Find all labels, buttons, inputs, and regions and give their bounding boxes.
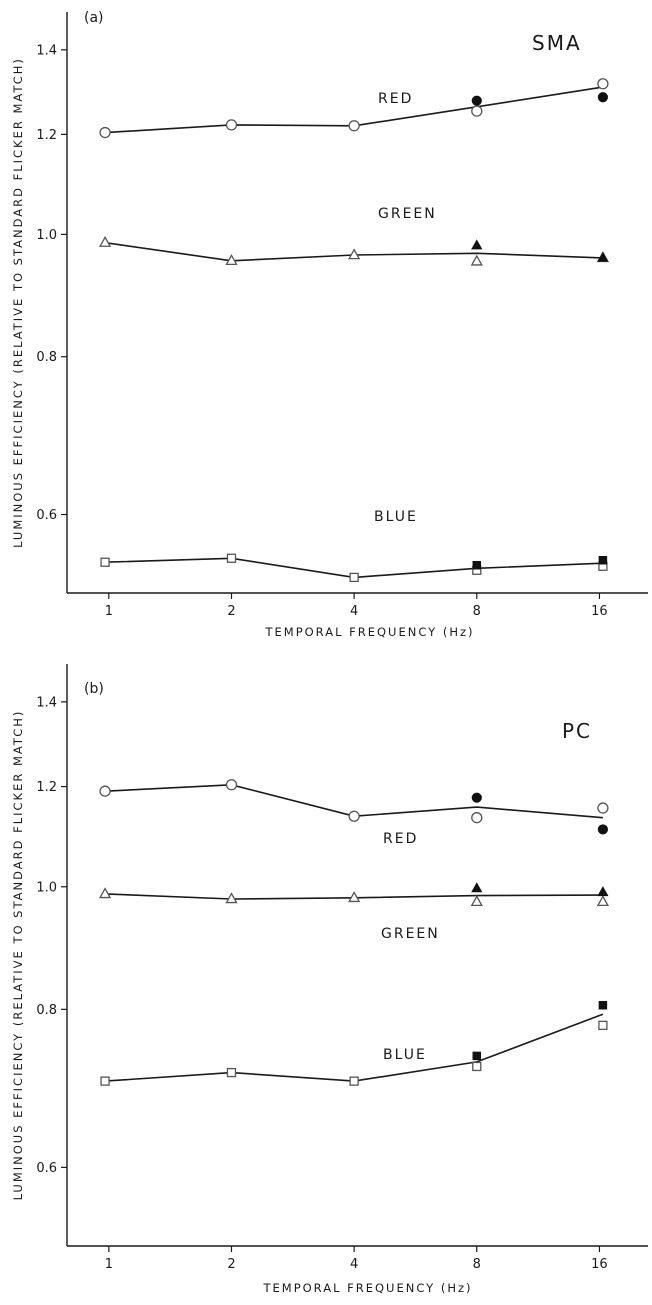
data-point-open-blue	[349, 1076, 359, 1086]
panel-label: (a)	[84, 10, 104, 26]
x-tick-label: 16	[591, 604, 608, 619]
y-tick-label: 0.6	[36, 1161, 57, 1176]
y-tick-label: 0.6	[36, 508, 57, 523]
x-tick-label: 4	[350, 1257, 358, 1272]
data-point-open-red	[225, 119, 238, 131]
data-point-filled-green	[597, 886, 609, 897]
x-tick-label: 1	[105, 1257, 113, 1272]
data-point-open-blue	[100, 1076, 110, 1086]
data-point-filled-red	[471, 792, 482, 803]
y-tick-label: 1.2	[36, 780, 57, 795]
x-tick-label: 4	[350, 604, 358, 619]
subject-label: PC	[562, 719, 592, 743]
data-point-filled-red	[597, 824, 608, 835]
x-tick-label: 8	[473, 1257, 481, 1272]
data-point-open-green	[225, 254, 238, 266]
data-point-filled-blue	[598, 1000, 608, 1010]
data-point-open-blue	[472, 1061, 482, 1072]
series-blue: BLUE	[100, 1000, 608, 1086]
series-green: GREEN	[98, 882, 610, 942]
data-point-open-green	[348, 891, 361, 903]
y-tick-label: 1.4	[36, 695, 57, 710]
x-tick-label: 16	[591, 1257, 608, 1272]
x-axis-title: TEMPORAL FREQUENCY (Hz)	[264, 625, 474, 639]
data-point-open-red	[99, 785, 111, 797]
series-label-red: RED	[378, 91, 413, 107]
series-label-green: GREEN	[378, 206, 437, 222]
series-label-blue: BLUE	[374, 509, 418, 525]
y-tick-label: 1.0	[36, 880, 57, 895]
data-point-filled-red	[471, 95, 482, 106]
data-point-open-red	[471, 105, 483, 117]
series-label-green: GREEN	[381, 926, 440, 942]
y-axis-title: LUMINOUS EFFICIENCY (RELATIVE TO STANDAR…	[11, 57, 25, 548]
series-label-red: RED	[383, 831, 418, 847]
data-point-open-red	[348, 120, 360, 132]
series-blue: BLUE	[100, 509, 608, 583]
chart-panel-a: 0.6 0.8 1.0 1.2 1.4 1 2 4 8 16 TEMPORAL FREQUENCY …	[11, 10, 648, 639]
y-tick-label: 1.4	[36, 43, 57, 58]
series-green: GREEN	[98, 206, 610, 266]
series-red: RED	[99, 78, 609, 139]
data-point-open-green	[98, 235, 112, 247]
data-point-open-red	[99, 126, 111, 139]
data-point-open-green	[225, 892, 238, 904]
series-line-blue	[105, 1013, 604, 1082]
data-point-open-red	[597, 78, 609, 90]
data-point-open-red	[225, 779, 238, 791]
data-point-open-red	[597, 802, 609, 814]
y-tick-label: 0.8	[36, 1003, 57, 1018]
x-tick-label: 8	[473, 604, 481, 619]
y-axis-title: LUMINOUS EFFICIENCY (RELATIVE TO STANDAR…	[11, 710, 25, 1201]
x-tick-label: 2	[227, 1257, 235, 1272]
data-point-filled-blue	[598, 555, 608, 565]
series-red: RED	[99, 779, 609, 847]
panel-label: (b)	[84, 681, 104, 697]
data-point-open-blue	[226, 1067, 237, 1078]
data-point-open-blue	[100, 557, 110, 567]
data-point-open-blue	[598, 1020, 608, 1031]
series-label-blue: BLUE	[383, 1047, 427, 1063]
data-point-open-red	[471, 812, 483, 824]
data-point-filled-red	[597, 92, 608, 103]
y-tick-label: 0.8	[36, 350, 57, 365]
subject-label: SMA	[532, 31, 582, 55]
x-axis-title: TEMPORAL FREQUENCY (Hz)	[262, 1281, 472, 1295]
y-tick-label: 1.0	[36, 228, 57, 243]
data-point-filled-green	[471, 239, 483, 250]
data-point-filled-blue	[472, 560, 482, 570]
data-point-open-green	[348, 248, 361, 260]
x-tick-label: 2	[227, 604, 235, 619]
data-point-filled-green	[597, 251, 609, 262]
data-point-open-blue	[226, 553, 237, 563]
data-point-open-green	[98, 887, 112, 899]
data-point-open-blue	[349, 572, 359, 583]
data-point-filled-blue	[472, 1051, 482, 1061]
data-point-open-green	[470, 254, 483, 266]
x-tick-label: 1	[105, 604, 113, 619]
y-tick-label: 1.2	[36, 128, 57, 143]
data-point-open-red	[348, 810, 360, 822]
chart-panel-b: 0.6 0.8 1.0 1.2 1.4 1 2 4 8 16 TEMPORAL FREQUENCY …	[11, 664, 648, 1295]
data-point-filled-green	[471, 882, 483, 893]
data-point-open-green	[470, 895, 483, 907]
data-point-open-green	[596, 895, 610, 907]
